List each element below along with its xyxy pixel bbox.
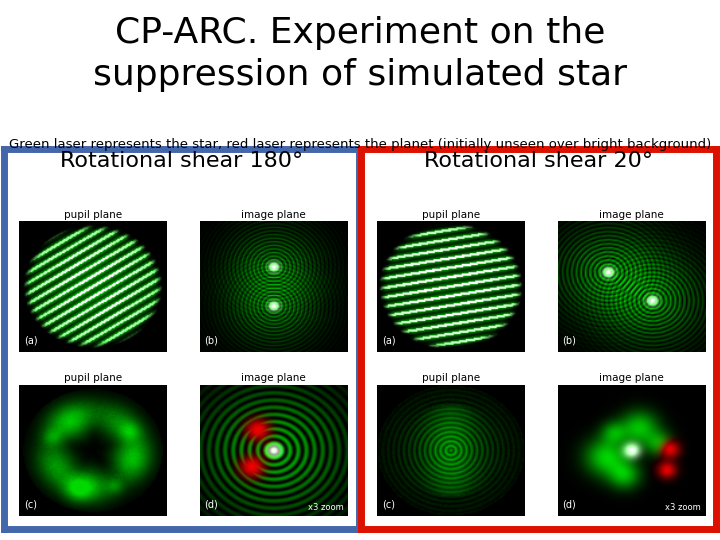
Text: image plane: image plane: [241, 210, 306, 220]
Text: pupil plane: pupil plane: [64, 210, 122, 220]
Text: Green laser represents the star, red laser represents the planet (initially unse: Green laser represents the star, red las…: [9, 138, 711, 151]
Text: (c): (c): [24, 499, 37, 509]
Text: image plane: image plane: [599, 210, 664, 220]
Text: x3 zoom: x3 zoom: [307, 503, 343, 512]
Text: (b): (b): [562, 336, 576, 346]
Text: (b): (b): [204, 336, 218, 346]
Text: (a): (a): [382, 336, 395, 346]
Text: x3 zoom: x3 zoom: [665, 503, 701, 512]
Text: (a): (a): [24, 336, 37, 346]
Text: image plane: image plane: [599, 373, 664, 383]
Text: pupil plane: pupil plane: [422, 210, 480, 220]
Text: (d): (d): [204, 499, 218, 509]
Text: Rotational shear 20°: Rotational shear 20°: [424, 151, 654, 171]
Text: (d): (d): [562, 499, 576, 509]
Text: pupil plane: pupil plane: [422, 373, 480, 383]
Text: pupil plane: pupil plane: [64, 373, 122, 383]
Text: image plane: image plane: [241, 373, 306, 383]
Text: (c): (c): [382, 499, 395, 509]
Text: CP-ARC. Experiment on the
suppression of simulated star: CP-ARC. Experiment on the suppression of…: [93, 16, 627, 92]
Text: Rotational shear 180°: Rotational shear 180°: [60, 151, 302, 171]
